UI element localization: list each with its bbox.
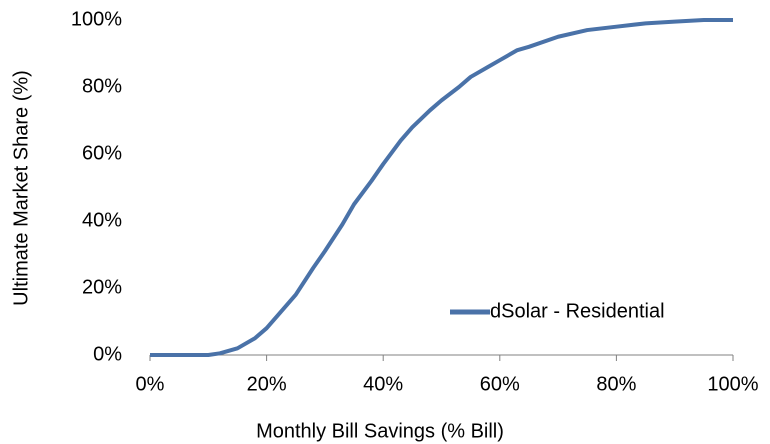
x-tick-label: 100% [707,373,758,395]
x-tick-label: 80% [596,373,636,395]
y-tick-label: 60% [82,142,122,164]
legend-label: dSolar - Residential [490,300,665,322]
y-tick-label: 40% [82,209,122,231]
data-line [150,18,733,357]
y-tick-label: 100% [71,8,122,30]
y-tick-label: 20% [82,276,122,298]
x-tick-label: 60% [480,373,520,395]
y-tick-label: 0% [93,343,122,365]
x-tick-label: 20% [247,373,287,395]
y-tick-label: 80% [82,75,122,97]
x-tick-label: 40% [363,373,403,395]
y-axis-title: Ultimate Market Share (%) [10,70,32,306]
x-axis-title: Monthly Bill Savings (% Bill) [256,420,504,442]
x-tick-label: 0% [136,373,165,395]
